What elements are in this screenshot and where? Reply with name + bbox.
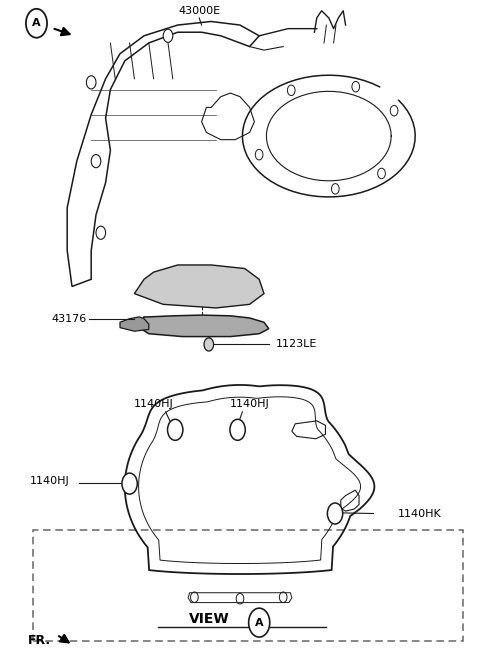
Text: 1140HJ: 1140HJ xyxy=(134,399,173,409)
Circle shape xyxy=(390,105,398,116)
Text: 43176: 43176 xyxy=(51,313,86,324)
Circle shape xyxy=(327,503,343,524)
Circle shape xyxy=(191,592,198,602)
Circle shape xyxy=(122,473,137,494)
Text: 1123LE: 1123LE xyxy=(276,340,317,350)
Polygon shape xyxy=(120,317,149,331)
Circle shape xyxy=(378,168,385,179)
Circle shape xyxy=(255,149,263,160)
Text: A: A xyxy=(255,618,264,627)
Circle shape xyxy=(288,85,295,95)
Polygon shape xyxy=(139,315,269,336)
Circle shape xyxy=(249,608,270,637)
Text: A: A xyxy=(32,18,41,28)
Text: 43000E: 43000E xyxy=(178,6,220,16)
Text: 1140HK: 1140HK xyxy=(397,509,441,518)
Circle shape xyxy=(26,9,47,37)
Text: 1140HJ: 1140HJ xyxy=(30,476,70,486)
Circle shape xyxy=(332,183,339,194)
Text: FR.: FR. xyxy=(28,634,51,647)
Bar xyxy=(33,530,463,641)
Circle shape xyxy=(96,226,106,239)
Circle shape xyxy=(86,76,96,89)
Polygon shape xyxy=(134,265,264,308)
Text: VIEW: VIEW xyxy=(189,612,229,625)
Circle shape xyxy=(204,338,214,351)
Text: 1140HJ: 1140HJ xyxy=(230,399,269,409)
Circle shape xyxy=(163,29,173,43)
Circle shape xyxy=(352,81,360,92)
Circle shape xyxy=(91,154,101,168)
Circle shape xyxy=(236,593,244,604)
Circle shape xyxy=(279,592,287,602)
Circle shape xyxy=(168,419,183,440)
Circle shape xyxy=(230,419,245,440)
